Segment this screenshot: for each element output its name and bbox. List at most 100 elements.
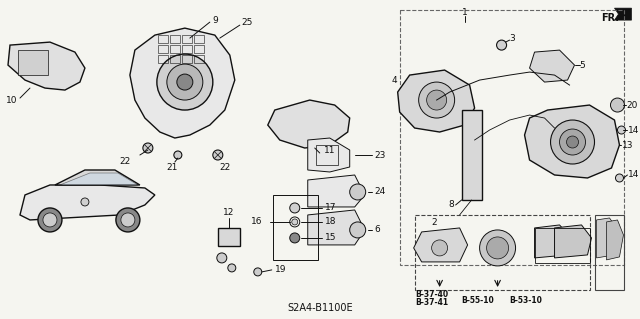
Polygon shape <box>55 170 140 185</box>
Text: B-53-10: B-53-10 <box>509 296 543 305</box>
Polygon shape <box>554 225 591 258</box>
Bar <box>182 55 192 63</box>
Polygon shape <box>529 50 575 82</box>
Text: 15: 15 <box>324 234 336 242</box>
Bar <box>415 215 589 290</box>
Circle shape <box>419 82 454 118</box>
Text: 24: 24 <box>374 188 386 197</box>
Polygon shape <box>130 28 235 138</box>
Bar <box>595 215 625 290</box>
Circle shape <box>292 219 298 225</box>
Polygon shape <box>20 185 155 220</box>
Circle shape <box>611 98 625 112</box>
Circle shape <box>427 90 447 110</box>
Text: 16: 16 <box>252 218 263 226</box>
Circle shape <box>254 268 262 276</box>
Bar <box>158 35 168 43</box>
Text: 12: 12 <box>223 208 234 218</box>
Bar <box>194 35 204 43</box>
Bar <box>170 55 180 63</box>
Circle shape <box>174 151 182 159</box>
Bar <box>399 10 625 265</box>
Bar <box>182 35 192 43</box>
Text: 10: 10 <box>6 96 18 105</box>
Text: 4: 4 <box>392 76 397 85</box>
Text: B-55-10: B-55-10 <box>461 296 494 305</box>
Circle shape <box>616 174 623 182</box>
Circle shape <box>177 74 193 90</box>
Text: 22: 22 <box>119 158 131 167</box>
Bar <box>158 45 168 53</box>
Polygon shape <box>268 100 349 148</box>
Circle shape <box>559 129 586 155</box>
Text: 5: 5 <box>579 61 585 70</box>
Text: 25: 25 <box>242 18 253 26</box>
Circle shape <box>143 143 153 153</box>
Text: B-37-40: B-37-40 <box>415 290 449 300</box>
Circle shape <box>431 240 447 256</box>
Polygon shape <box>60 173 138 185</box>
Text: 14: 14 <box>627 170 639 180</box>
Polygon shape <box>534 225 572 258</box>
Circle shape <box>213 150 223 160</box>
Circle shape <box>38 208 62 232</box>
Polygon shape <box>8 42 85 90</box>
Bar <box>182 45 192 53</box>
Circle shape <box>618 126 625 134</box>
Circle shape <box>566 136 579 148</box>
Text: 19: 19 <box>275 265 286 274</box>
Text: 21: 21 <box>166 164 177 173</box>
Circle shape <box>497 40 507 50</box>
Text: S2A4-B1100E: S2A4-B1100E <box>287 303 353 313</box>
Text: 2: 2 <box>431 218 437 227</box>
Polygon shape <box>596 218 620 258</box>
Circle shape <box>81 198 89 206</box>
Bar <box>170 45 180 53</box>
Text: 17: 17 <box>324 204 336 212</box>
Circle shape <box>349 184 365 200</box>
Circle shape <box>479 230 516 266</box>
Polygon shape <box>308 138 349 172</box>
Polygon shape <box>614 8 632 20</box>
Bar <box>194 45 204 53</box>
Circle shape <box>121 213 135 227</box>
Polygon shape <box>607 220 623 260</box>
Text: 22: 22 <box>219 164 230 173</box>
Text: 23: 23 <box>374 151 386 160</box>
Polygon shape <box>397 70 475 132</box>
Text: 8: 8 <box>449 200 454 210</box>
Text: B-37-41: B-37-41 <box>415 298 449 308</box>
Text: 20: 20 <box>627 100 638 109</box>
Bar <box>461 110 481 200</box>
Polygon shape <box>308 175 365 207</box>
Bar <box>316 145 338 165</box>
Text: 9: 9 <box>213 16 219 25</box>
Text: 1: 1 <box>461 8 467 17</box>
Circle shape <box>228 264 236 272</box>
Circle shape <box>167 64 203 100</box>
Text: 14: 14 <box>627 125 639 135</box>
Circle shape <box>486 237 509 259</box>
Text: 11: 11 <box>324 145 335 154</box>
Text: FR.: FR. <box>602 13 620 23</box>
Bar <box>158 55 168 63</box>
Bar <box>218 228 240 246</box>
Circle shape <box>349 222 365 238</box>
Circle shape <box>116 208 140 232</box>
Text: 18: 18 <box>324 218 336 226</box>
Circle shape <box>290 233 300 243</box>
Text: 3: 3 <box>509 33 515 43</box>
Bar <box>273 195 317 260</box>
Bar <box>534 228 589 263</box>
Text: 13: 13 <box>621 140 633 150</box>
Text: 6: 6 <box>374 226 380 234</box>
Polygon shape <box>308 210 365 245</box>
Circle shape <box>217 253 227 263</box>
Polygon shape <box>525 105 620 178</box>
Bar <box>194 55 204 63</box>
Circle shape <box>157 54 213 110</box>
Circle shape <box>290 203 300 213</box>
Circle shape <box>43 213 57 227</box>
Bar <box>170 35 180 43</box>
Circle shape <box>550 120 595 164</box>
